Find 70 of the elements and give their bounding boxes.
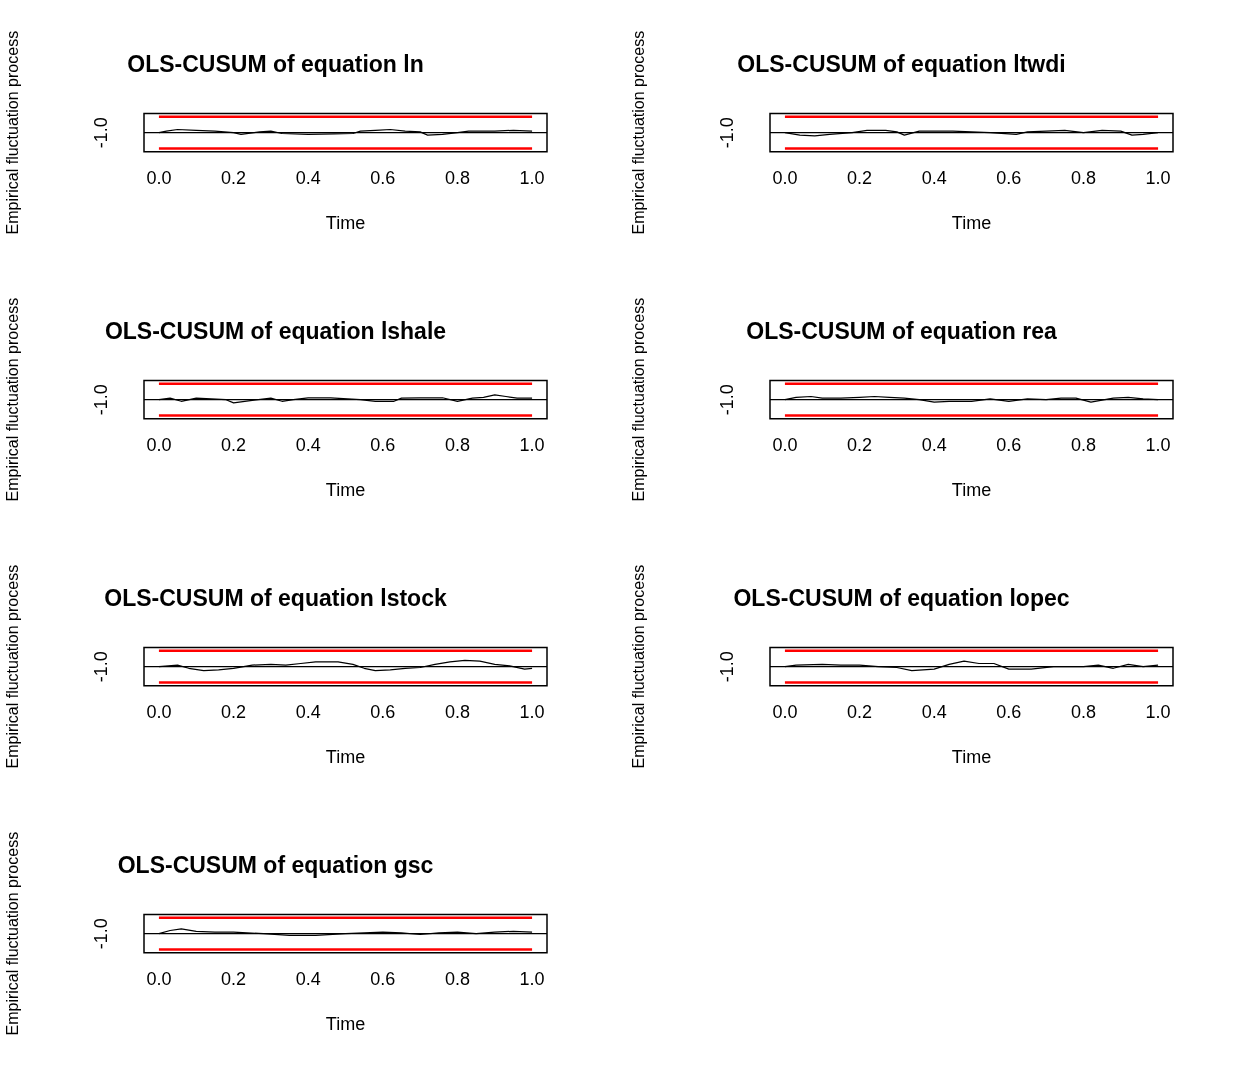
- x-tick-label: 0.2: [847, 167, 873, 188]
- y-axis-title: Empirical fluctuation process: [4, 297, 22, 502]
- x-tick-label: 0.8: [444, 434, 470, 455]
- x-tick-label: 1.0: [519, 968, 545, 989]
- chart-title: OLS-CUSUM of equation lshale: [104, 318, 447, 345]
- x-tick-label: 0.6: [370, 167, 396, 188]
- x-axis-title: Time: [325, 213, 366, 234]
- y-axis-title: Empirical fluctuation process: [4, 564, 22, 769]
- x-tick-label: 1.0: [1145, 167, 1171, 188]
- chart-title: OLS-CUSUM of equation lopec: [733, 585, 1070, 612]
- x-tick-label: 1.0: [519, 167, 545, 188]
- x-tick-label: 0.8: [1070, 167, 1096, 188]
- x-tick-label: 0.4: [921, 434, 947, 455]
- x-tick-label: 0.6: [370, 968, 396, 989]
- x-tick-label: 0.4: [295, 167, 321, 188]
- x-tick-label: 0.4: [921, 701, 947, 722]
- text: -1.0: [90, 651, 111, 683]
- x-tick-label: 0.2: [221, 968, 247, 989]
- x-tick-label: 1.0: [519, 434, 545, 455]
- x-axis-title: Time: [325, 480, 366, 501]
- y-axis-title: Empirical fluctuation process: [630, 30, 648, 235]
- x-tick-label: 0.6: [996, 434, 1022, 455]
- x-tick-label: 0.8: [1070, 701, 1096, 722]
- x-tick-label: 0.0: [146, 968, 172, 989]
- chart-title: OLS-CUSUM of equation gsc: [117, 852, 434, 879]
- text: -1.0: [716, 384, 737, 416]
- y-axis-title: Empirical fluctuation process: [4, 831, 22, 1036]
- y-axis-title: Empirical fluctuation process: [630, 564, 648, 769]
- x-tick-label: 0.0: [772, 701, 798, 722]
- x-tick-label: 0.6: [996, 167, 1022, 188]
- x-tick-label: 0.4: [295, 434, 321, 455]
- x-tick-label: 0.8: [444, 167, 470, 188]
- text: -1.0: [90, 384, 111, 416]
- chart-title: OLS-CUSUM of equation ltwdi: [737, 51, 1066, 78]
- x-tick-label: 0.8: [444, 968, 470, 989]
- x-tick-label: 0.8: [444, 701, 470, 722]
- x-axis-title: Time: [951, 480, 992, 501]
- chart-title: OLS-CUSUM of equation lstock: [104, 585, 447, 612]
- x-tick-label: 0.0: [772, 167, 798, 188]
- x-tick-label: 0.6: [370, 701, 396, 722]
- x-axis-title: Time: [951, 747, 992, 768]
- y-axis-title: Empirical fluctuation process: [4, 30, 22, 235]
- x-tick-label: 0.4: [295, 968, 321, 989]
- x-tick-label: 0.2: [221, 434, 247, 455]
- x-axis-title: Time: [325, 747, 366, 768]
- y-axis-title: Empirical fluctuation process: [630, 297, 648, 502]
- x-tick-label: 0.4: [295, 701, 321, 722]
- x-tick-label: 0.4: [921, 167, 947, 188]
- x-tick-label: 0.6: [370, 434, 396, 455]
- x-tick-label: 0.8: [1070, 434, 1096, 455]
- x-tick-label: 0.2: [847, 434, 873, 455]
- text: -1.0: [90, 918, 111, 950]
- x-tick-label: 0.0: [146, 701, 172, 722]
- x-tick-label: 1.0: [519, 701, 545, 722]
- text: -1.0: [716, 117, 737, 149]
- x-tick-label: 0.6: [996, 701, 1022, 722]
- x-tick-label: 0.0: [146, 167, 172, 188]
- text: -1.0: [90, 117, 111, 149]
- x-tick-label: 0.2: [847, 701, 873, 722]
- chart-title: OLS-CUSUM of equation rea: [746, 318, 1057, 345]
- x-tick-label: 0.2: [221, 167, 247, 188]
- x-tick-label: 1.0: [1145, 434, 1171, 455]
- x-tick-label: 0.2: [221, 701, 247, 722]
- chart-title: OLS-CUSUM of equation ln: [127, 51, 424, 78]
- x-tick-label: 1.0: [1145, 701, 1171, 722]
- text: -1.0: [716, 651, 737, 683]
- x-axis-title: Time: [951, 213, 992, 234]
- x-tick-label: 0.0: [772, 434, 798, 455]
- x-tick-label: 0.0: [146, 434, 172, 455]
- x-axis-title: Time: [325, 1014, 366, 1035]
